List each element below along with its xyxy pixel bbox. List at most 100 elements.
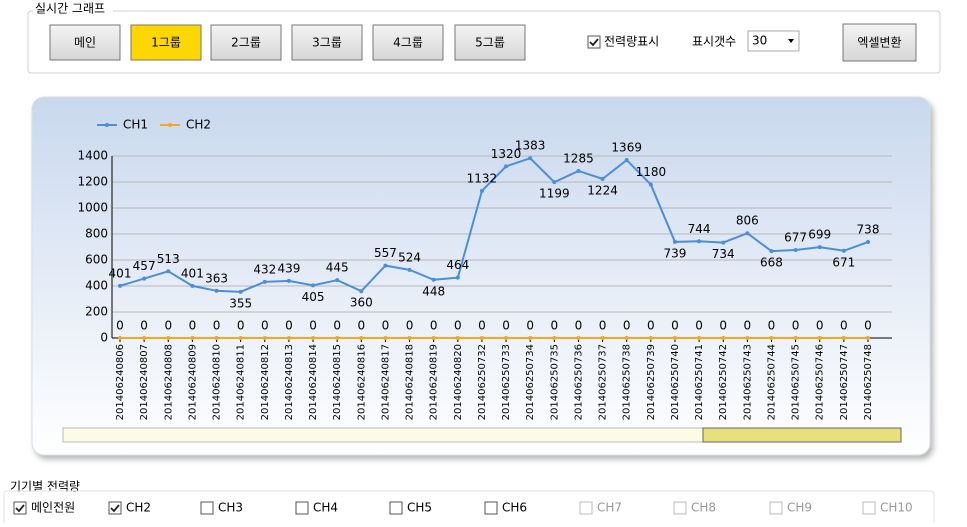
x-tick-label: 201406240820 (453, 344, 464, 420)
group-button[interactable] (210, 24, 282, 61)
group-button[interactable] (49, 24, 121, 61)
data-point (142, 336, 147, 340)
data-label: 1383 (515, 139, 546, 153)
data-point (383, 263, 388, 268)
data-label: 513 (157, 252, 180, 266)
data-label: 699 (808, 228, 831, 242)
series-line (119, 157, 869, 293)
data-label: 0 (526, 319, 534, 333)
data-label: 363 (205, 271, 228, 285)
x-tick-label: 201406250733 (501, 344, 512, 420)
data-label: 677 (784, 230, 807, 244)
y-tick-label: 1400 (77, 149, 108, 163)
checkbox[interactable] (862, 501, 876, 515)
data-point (335, 336, 340, 340)
x-tick-label: 201406240816 (356, 344, 367, 420)
data-label: 738 (857, 223, 880, 237)
checkbox-label: 전력량표시 (604, 35, 659, 49)
data-label: 0 (768, 319, 776, 333)
data-label: 806 (736, 214, 759, 228)
data-point (648, 336, 653, 340)
data-label: 0 (285, 319, 293, 333)
button-label: 5그룹 (475, 36, 505, 50)
data-label: 0 (164, 319, 172, 333)
x-tick-label: 201406250734 (525, 344, 536, 420)
data-point (383, 336, 388, 340)
x-tick-label: 201406250740 (670, 344, 681, 420)
channel-label: CH3 (218, 501, 243, 515)
data-point (624, 336, 629, 340)
data-point (118, 336, 122, 340)
data-point (866, 336, 870, 340)
data-point (311, 283, 316, 288)
count-select[interactable] (747, 30, 800, 52)
data-label: 0 (744, 319, 752, 333)
data-point (504, 336, 509, 340)
checkbox[interactable] (108, 501, 122, 515)
data-point (238, 289, 243, 294)
x-tick-label: 201406250747 (839, 344, 850, 420)
excel-button[interactable] (842, 23, 917, 62)
x-tick-label: 201406240807 (139, 344, 150, 420)
data-point (190, 283, 195, 288)
device-box (3, 490, 935, 527)
data-point (769, 336, 774, 340)
data-point (793, 336, 798, 340)
y-tick-label: 200 (85, 305, 108, 319)
checkbox[interactable] (200, 501, 214, 515)
data-label: 0 (502, 319, 510, 333)
data-point (407, 336, 412, 340)
checkbox[interactable] (295, 501, 309, 515)
data-point (600, 336, 605, 340)
data-label: 0 (599, 319, 607, 333)
y-tick-label: 800 (85, 227, 108, 241)
group-button[interactable] (372, 24, 444, 61)
channel-label: CH8 (691, 501, 716, 515)
group-button[interactable] (130, 24, 202, 61)
data-point (552, 180, 557, 185)
data-point (455, 275, 460, 280)
x-tick-label: 201406240806 (115, 344, 126, 420)
data-point (118, 283, 122, 288)
group-title: 실시간 그래프 (35, 2, 105, 16)
checkbox[interactable] (587, 35, 601, 49)
data-label: 0 (792, 319, 800, 333)
checkbox[interactable] (13, 501, 27, 515)
data-point (359, 336, 364, 340)
checkbox[interactable] (579, 501, 593, 515)
button-label: 메인 (74, 36, 96, 50)
x-tick-label: 201406240810 (212, 344, 223, 420)
channel-label: CH6 (502, 501, 527, 515)
data-point (817, 336, 822, 340)
data-point (286, 336, 291, 340)
count-value: 30 (752, 34, 767, 48)
data-point (504, 164, 509, 169)
x-tick-label: 201406250742 (718, 344, 729, 420)
checkbox[interactable] (389, 501, 403, 515)
x-tick-label: 201406250737 (598, 344, 609, 420)
checkbox[interactable] (769, 501, 783, 515)
data-label: 0 (189, 319, 197, 333)
data-label: 524 (398, 250, 421, 264)
data-label: 439 (277, 261, 300, 275)
data-label: 1199 (539, 187, 570, 201)
x-tick-label: 201406250741 (694, 344, 705, 420)
data-point (431, 277, 436, 282)
data-point (407, 267, 412, 272)
data-point (311, 336, 316, 340)
group-button[interactable] (291, 24, 363, 61)
x-tick-label: 201406250736 (573, 344, 584, 420)
data-label: 0 (382, 319, 390, 333)
data-point (166, 336, 171, 340)
data-label: 0 (261, 319, 269, 333)
button-label: 3그룹 (312, 36, 342, 50)
data-point (697, 239, 702, 244)
data-point (576, 168, 581, 173)
group-button[interactable] (454, 24, 526, 61)
scroll-thumb[interactable] (702, 427, 902, 443)
x-tick-label: 201406250745 (791, 344, 802, 420)
data-point (166, 269, 171, 274)
checkbox[interactable] (673, 501, 687, 515)
checkbox[interactable] (484, 501, 498, 515)
